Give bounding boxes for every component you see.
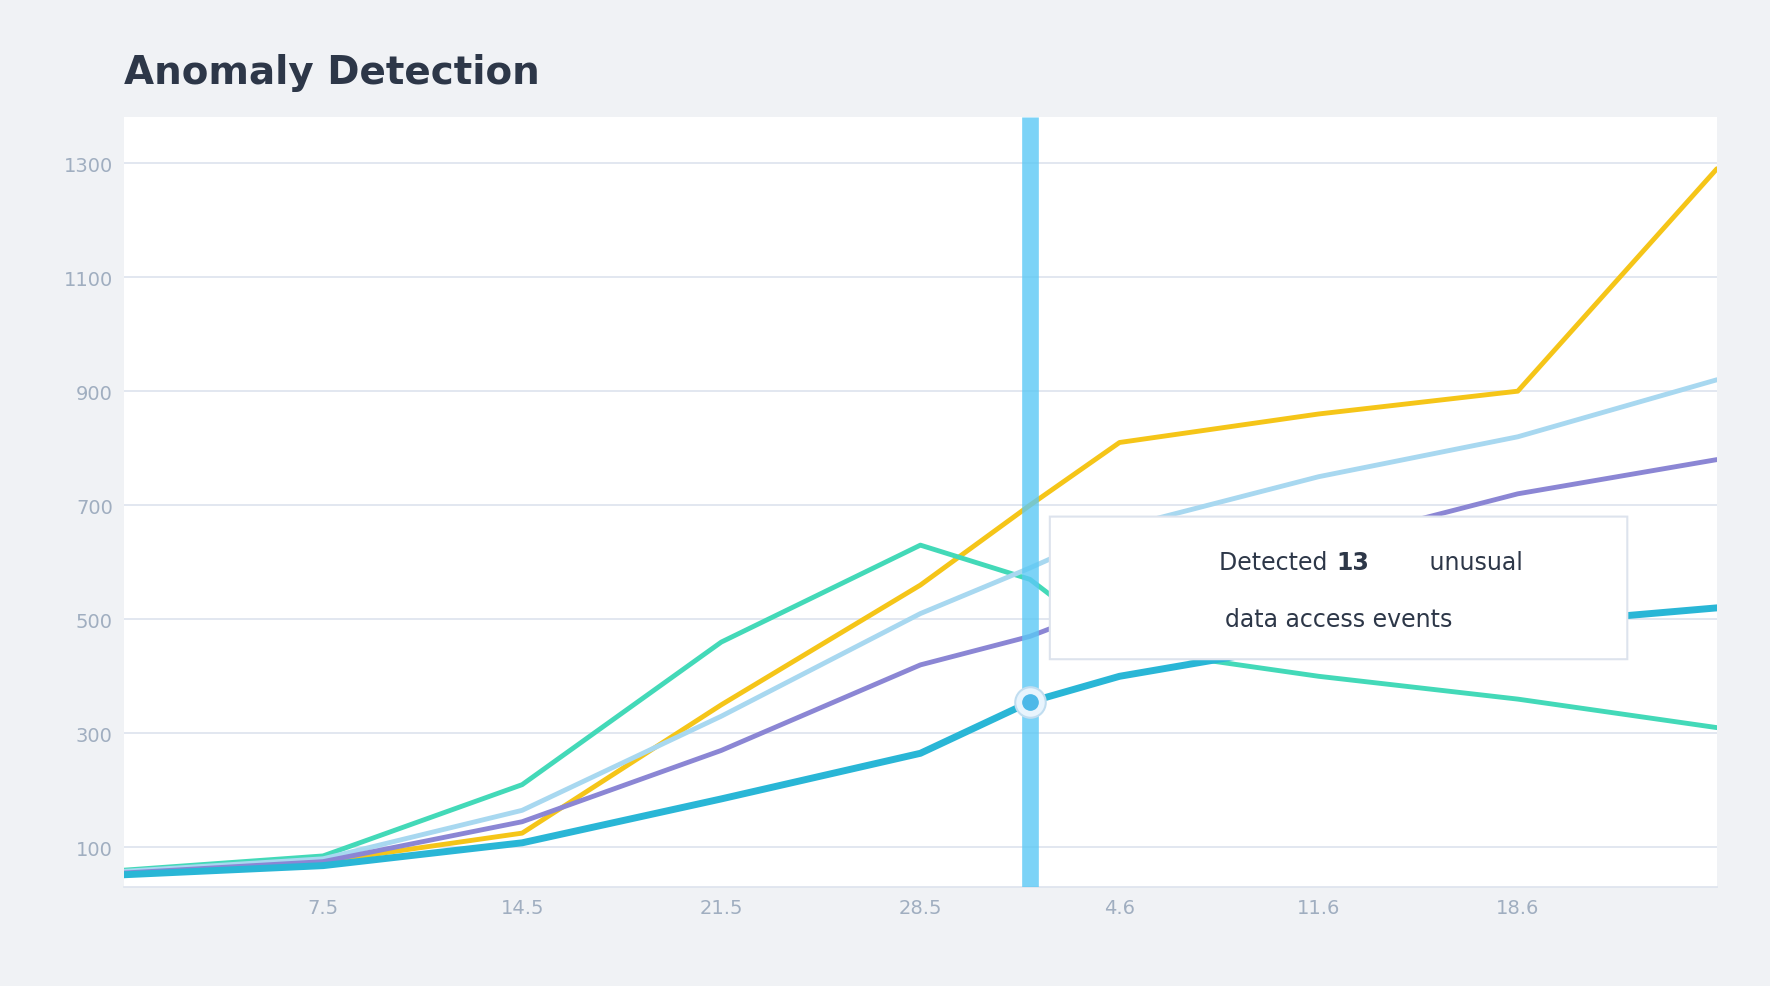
Text: data access events: data access events [1225,607,1451,632]
Text: unusual: unusual [1421,551,1522,575]
Text: 13: 13 [1336,551,1370,575]
Text: Detected: Detected [1220,551,1335,575]
Text: Anomaly Detection: Anomaly Detection [124,53,540,92]
FancyBboxPatch shape [1050,517,1627,660]
